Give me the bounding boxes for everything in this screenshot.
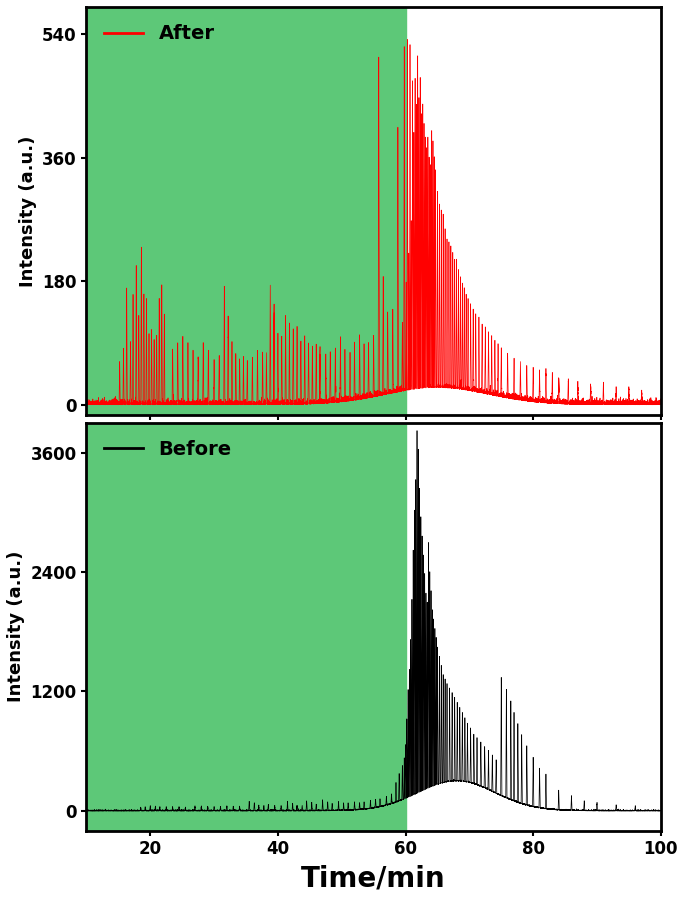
Legend: Before: Before [96,432,239,467]
X-axis label: Time/min: Time/min [301,864,446,892]
Y-axis label: Intensity (a.u.): Intensity (a.u.) [7,551,25,702]
Legend: After: After [96,17,222,51]
Bar [86,423,406,831]
Y-axis label: Intensity (a.u.): Intensity (a.u.) [18,136,36,287]
Bar [86,7,406,415]
